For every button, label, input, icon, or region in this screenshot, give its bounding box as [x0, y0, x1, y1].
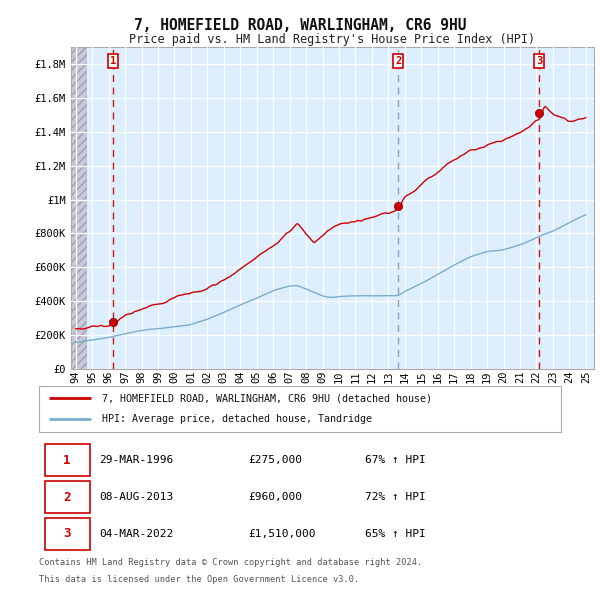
Text: This data is licensed under the Open Government Licence v3.0.: This data is licensed under the Open Gov…	[39, 575, 359, 584]
Text: 7, HOMEFIELD ROAD, WARLINGHAM, CR6 9HU: 7, HOMEFIELD ROAD, WARLINGHAM, CR6 9HU	[134, 18, 466, 32]
Text: £275,000: £275,000	[248, 455, 302, 466]
FancyBboxPatch shape	[45, 518, 89, 550]
Text: 3: 3	[536, 55, 542, 65]
Text: 04-MAR-2022: 04-MAR-2022	[99, 529, 173, 539]
Text: 65% ↑ HPI: 65% ↑ HPI	[365, 529, 426, 539]
Title: Price paid vs. HM Land Registry's House Price Index (HPI): Price paid vs. HM Land Registry's House …	[130, 33, 535, 46]
FancyBboxPatch shape	[45, 481, 89, 513]
Text: HPI: Average price, detached house, Tandridge: HPI: Average price, detached house, Tand…	[101, 414, 371, 424]
Text: Contains HM Land Registry data © Crown copyright and database right 2024.: Contains HM Land Registry data © Crown c…	[39, 558, 422, 566]
Text: £960,000: £960,000	[248, 492, 302, 502]
Text: 7, HOMEFIELD ROAD, WARLINGHAM, CR6 9HU (detached house): 7, HOMEFIELD ROAD, WARLINGHAM, CR6 9HU (…	[101, 394, 431, 404]
Text: 3: 3	[63, 527, 70, 540]
Text: 2: 2	[395, 55, 401, 65]
Bar	[71, 47, 87, 369]
Text: 2: 2	[63, 490, 70, 504]
Text: 67% ↑ HPI: 67% ↑ HPI	[365, 455, 426, 466]
Text: 08-AUG-2013: 08-AUG-2013	[99, 492, 173, 502]
Text: 1: 1	[63, 454, 70, 467]
Text: 72% ↑ HPI: 72% ↑ HPI	[365, 492, 426, 502]
FancyBboxPatch shape	[39, 386, 561, 432]
FancyBboxPatch shape	[45, 444, 89, 476]
Text: 1: 1	[110, 55, 116, 65]
Text: £1,510,000: £1,510,000	[248, 529, 316, 539]
Text: 29-MAR-1996: 29-MAR-1996	[99, 455, 173, 466]
